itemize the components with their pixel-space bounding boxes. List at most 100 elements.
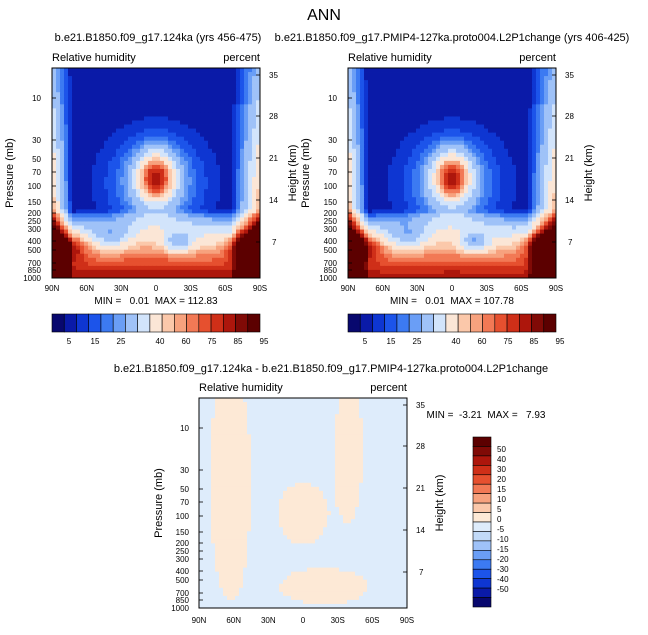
contour-cell xyxy=(552,229,557,234)
contour-cell xyxy=(132,189,137,194)
contour-cell xyxy=(468,120,473,125)
contour-cell xyxy=(364,177,369,182)
contour-cell xyxy=(148,193,153,198)
contour-cell xyxy=(408,108,413,113)
contour-cell xyxy=(136,245,141,251)
contour-cell xyxy=(144,189,149,194)
contour-cell xyxy=(464,229,469,234)
contour-cell xyxy=(232,96,237,101)
contour-cell xyxy=(508,225,513,230)
contour-cell xyxy=(124,265,129,271)
contour-cell xyxy=(204,185,209,190)
contour-cell xyxy=(228,68,233,73)
contour-cell xyxy=(180,120,185,125)
contour-cell xyxy=(448,229,453,234)
contour-cell xyxy=(496,213,501,218)
contour-cell xyxy=(484,185,489,190)
contour-cell xyxy=(440,229,445,234)
contour-cell xyxy=(184,197,189,202)
contour-cell xyxy=(112,209,117,214)
contour-cell xyxy=(476,156,481,162)
contour-cell xyxy=(224,237,229,243)
contour-cell xyxy=(148,96,153,101)
contour-cell xyxy=(192,225,197,230)
contour-cell xyxy=(100,168,105,174)
contour-cell xyxy=(476,80,481,85)
contour-cell xyxy=(236,128,241,134)
contour-cell xyxy=(92,257,97,263)
contour-cell xyxy=(116,76,121,81)
contour-cell xyxy=(452,237,457,243)
contour-cell xyxy=(500,72,505,77)
contour-cell xyxy=(496,124,501,129)
contour-cell xyxy=(232,185,237,190)
contour-cell xyxy=(144,120,149,125)
contour-cell xyxy=(208,164,213,170)
contour-cell xyxy=(152,140,157,146)
contour-cell xyxy=(356,140,361,146)
contour-cell xyxy=(432,92,437,97)
contour-cell xyxy=(420,80,425,85)
contour-cell xyxy=(56,257,61,263)
contour-cell xyxy=(424,185,429,190)
contour-cell xyxy=(536,104,541,109)
contour-cell xyxy=(60,173,65,178)
contour-cell xyxy=(248,173,253,178)
contour-cell xyxy=(400,68,405,73)
contour-cell xyxy=(144,80,149,85)
contour-cell xyxy=(64,245,69,251)
contour-cell xyxy=(212,164,217,170)
contour-cell xyxy=(208,104,213,109)
contour-cell xyxy=(544,225,549,230)
contour-cell xyxy=(224,225,229,230)
contour-cell xyxy=(508,104,513,109)
contour-cell xyxy=(492,237,497,243)
contour-cell xyxy=(360,80,365,85)
contour-cell xyxy=(468,164,473,170)
contour-cell xyxy=(348,80,353,85)
contour-cell xyxy=(256,68,261,73)
contour-cell xyxy=(232,164,237,170)
contour-cell xyxy=(188,181,193,186)
contour-cell xyxy=(76,116,81,121)
contour-cell xyxy=(548,92,553,97)
contour-cell xyxy=(496,128,501,134)
contour-cell xyxy=(252,168,257,174)
contour-cell xyxy=(124,229,129,234)
contour-cell xyxy=(256,136,261,142)
contour-cell xyxy=(224,72,229,77)
contour-cell xyxy=(240,144,245,150)
contour-cell xyxy=(60,72,65,77)
contour-cell xyxy=(192,92,197,97)
contour-cell xyxy=(252,120,257,125)
contour-cell xyxy=(68,80,73,85)
contour-cell xyxy=(60,156,65,162)
contour-cell xyxy=(116,120,121,125)
contour-cell xyxy=(92,213,97,218)
contour-cell xyxy=(140,185,145,190)
contour-cell xyxy=(172,181,177,186)
contour-cell xyxy=(88,181,93,186)
contour-cell xyxy=(240,116,245,121)
contour-cell xyxy=(216,201,221,206)
contour-cell xyxy=(140,108,145,113)
contour-cell xyxy=(72,92,77,97)
contour-cell xyxy=(108,140,113,146)
contour-cell xyxy=(140,217,145,222)
contour-cell xyxy=(172,225,177,230)
contour-cell xyxy=(440,128,445,134)
contour-cell xyxy=(516,221,521,226)
contour-cell xyxy=(524,120,529,125)
contour-cell xyxy=(356,72,361,77)
contour-cell xyxy=(184,88,189,93)
contour-cell xyxy=(224,261,229,267)
contour-cell xyxy=(96,205,101,210)
contour-cell xyxy=(432,181,437,186)
contour-cell xyxy=(156,164,161,170)
contour-cell xyxy=(256,120,261,125)
contour-cell xyxy=(84,213,89,218)
contour-cell xyxy=(492,100,497,105)
contour-cell xyxy=(532,168,537,174)
contour-cell xyxy=(404,237,409,243)
contour-cell xyxy=(536,237,541,243)
